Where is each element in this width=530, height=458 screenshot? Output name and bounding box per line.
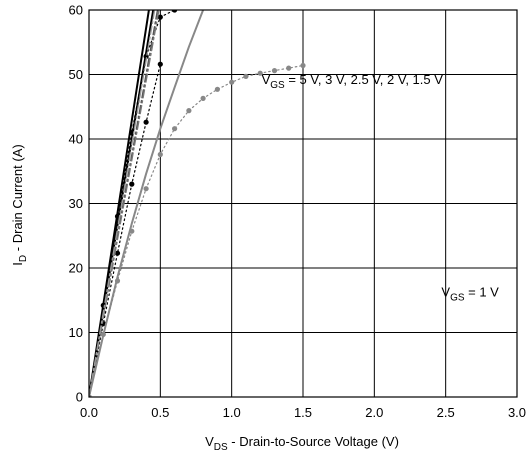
series-3-point (129, 181, 135, 187)
series-line-3 (89, 63, 161, 397)
series-7-point (143, 186, 149, 192)
x-tick-label: 1.5 (294, 405, 312, 420)
series-7-point (300, 62, 306, 69)
x-axis-label: VDS - Drain-to-Source Voltage (V) (205, 434, 399, 453)
y-tick-label: 10 (69, 325, 83, 340)
series-2-point (172, 10, 178, 13)
series-7-point (243, 73, 249, 79)
y-tick-label: 40 (69, 132, 83, 147)
series-7-point (214, 86, 220, 92)
series-7-point (200, 95, 206, 101)
y-tick-labels: 0 10 20 30 40 50 60 (69, 3, 83, 405)
series-7-point (286, 65, 292, 71)
series-line-6 (89, 10, 156, 397)
series-3-point (143, 119, 149, 125)
x-tick-label: 0.5 (151, 405, 169, 420)
axes (88, 9, 518, 398)
series-2-point (157, 14, 163, 20)
y-tick-label: 20 (69, 261, 83, 276)
y-axis-label: ID - Drain Current (A) (10, 144, 29, 265)
series-line-7 (89, 64, 304, 397)
plot-frame (88, 9, 518, 398)
annotation-vgs-1v: VGS = 1 V (441, 284, 499, 303)
series-line-5 (89, 10, 160, 397)
y-tick-label: 60 (69, 3, 83, 18)
x-tick-label: 1.0 (223, 405, 241, 420)
x-tick-label: 2.0 (365, 405, 383, 420)
series-7-point (157, 151, 163, 158)
x-tick-labels: 0.0 0.5 1.0 1.5 2.0 2.5 3.0 (80, 405, 526, 420)
x-tick-label: 2.5 (437, 405, 455, 420)
y-tick-label: 30 (69, 196, 83, 211)
series-group (89, 10, 306, 397)
annotation-vgs-multi: VGS = 5 V, 3 V, 2.5 V, 2 V, 1.5 V (262, 72, 444, 91)
series-7-point (186, 108, 192, 114)
series-7-point (257, 70, 263, 76)
series-3-point (114, 250, 121, 256)
series-7-point (271, 68, 278, 74)
series-3-point (157, 61, 163, 67)
x-tick-label: 0.0 (80, 405, 98, 420)
y-tick-label: 50 (69, 67, 83, 82)
series-7-point (229, 79, 235, 85)
y-tick-label: 0 (76, 390, 83, 405)
series-line-8 (89, 10, 205, 397)
x-tick-label: 3.0 (508, 405, 526, 420)
series-7-point (172, 126, 178, 132)
